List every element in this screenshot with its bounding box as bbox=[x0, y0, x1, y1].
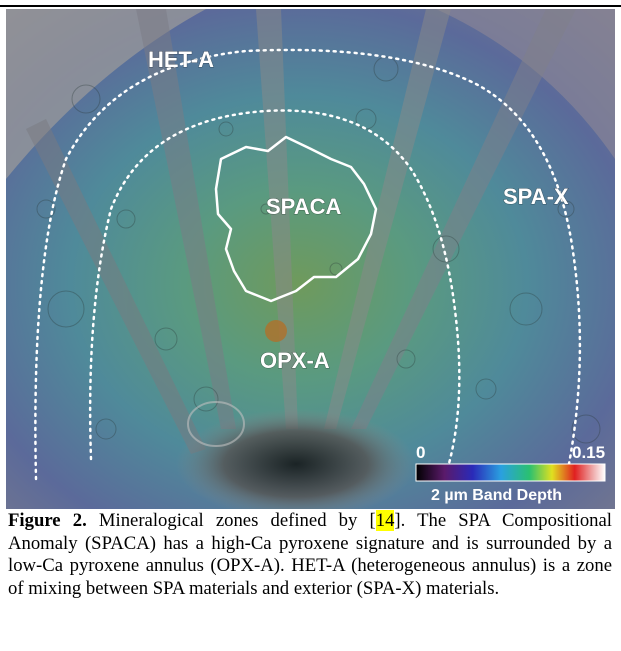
corner-shading-right bbox=[436, 9, 615, 159]
large-crater bbox=[187, 401, 245, 447]
citation-ref[interactable]: 14 bbox=[375, 510, 395, 531]
het-a-boundary bbox=[34, 48, 582, 481]
colorbar-title: 2 µm Band Depth bbox=[431, 487, 562, 504]
south-pole-region bbox=[176, 409, 416, 509]
colorbar-max: 0.15 bbox=[572, 443, 605, 462]
crater-texture bbox=[36, 56, 601, 444]
caption-label: Figure 2. bbox=[8, 510, 87, 531]
caption-text-pre: Mineralogical zones defined by [ bbox=[86, 510, 376, 531]
spaca-outline bbox=[214, 135, 378, 303]
colorbar: 0 0.15 2 µm Band Depth bbox=[415, 443, 606, 504]
corner-shading-left bbox=[6, 9, 206, 179]
label-spa-x: SPA-X bbox=[503, 184, 569, 209]
colorbar-ramp bbox=[415, 463, 606, 482]
caption-text-post: ]. The SPA Compositional Anomaly (SPACA)… bbox=[8, 510, 612, 599]
crater-opx bbox=[265, 320, 287, 342]
top-rule bbox=[0, 5, 621, 7]
figure-caption: Figure 2. Mineralogical zones defined by… bbox=[8, 510, 612, 600]
label-opx-a: OPX-A bbox=[260, 348, 330, 373]
spa-mineralogy-map: HET-A SPACA SPA-X OPX-A 0 0.15 2 µm Band… bbox=[6, 9, 615, 509]
radial-streaks bbox=[26, 9, 576, 454]
map-svg: HET-A SPACA SPA-X OPX-A 0 0.15 2 µm Band… bbox=[6, 9, 615, 509]
colorbar-min: 0 bbox=[416, 443, 425, 462]
label-het-a: HET-A bbox=[148, 47, 214, 72]
label-spaca: SPACA bbox=[266, 194, 341, 219]
opx-a-boundary bbox=[88, 109, 461, 476]
